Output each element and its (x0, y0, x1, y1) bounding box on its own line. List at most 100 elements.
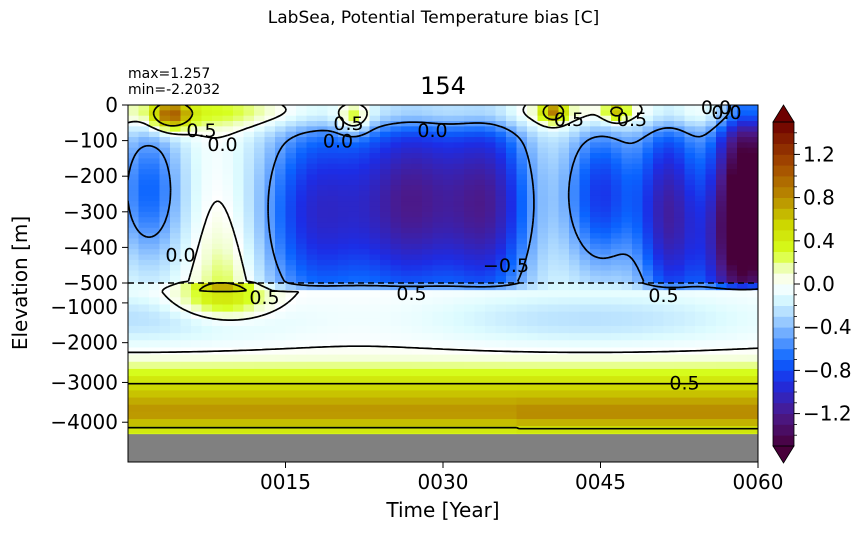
heatmap-cell (705, 254, 717, 261)
heatmap-cell (495, 211, 507, 218)
heatmap-cell (159, 105, 171, 111)
heatmap-cell (411, 222, 423, 229)
heatmap-cell (191, 126, 203, 133)
heatmap-cell (716, 243, 728, 250)
heatmap-cell (138, 265, 150, 272)
heatmap-cell (590, 153, 602, 159)
heatmap-cell (327, 318, 339, 327)
heatmap-cell (632, 158, 644, 165)
heatmap-cell (485, 137, 497, 143)
heatmap-cell (485, 233, 497, 240)
heatmap-cell (747, 211, 758, 218)
heatmap-cell (663, 105, 675, 111)
min-value: min=-2.2032 (128, 82, 221, 98)
heatmap-cell (632, 376, 644, 384)
heatmap-cell (653, 270, 665, 277)
heatmap-cell (359, 419, 371, 427)
heatmap-cell (327, 110, 339, 117)
heatmap-cell (411, 411, 423, 420)
heatmap-cell (338, 201, 350, 208)
heatmap-cell (191, 376, 203, 384)
heatmap-cell (243, 411, 255, 420)
heatmap-cell (317, 110, 329, 117)
heatmap-cell (632, 233, 644, 240)
heatmap-cell (705, 311, 717, 320)
heatmap-cell (516, 137, 528, 143)
heatmap-cell (359, 383, 371, 391)
heatmap-cell (380, 304, 392, 313)
heatmap-cell (275, 333, 287, 341)
heatmap-cell (726, 185, 738, 192)
colorbar-extend-min (772, 445, 795, 464)
heatmap-cell (453, 311, 465, 320)
heatmap-cell (590, 318, 602, 327)
heatmap-cell (222, 195, 234, 202)
heatmap-cell (737, 259, 749, 266)
heatmap-cell (464, 153, 476, 159)
heatmap-cell (138, 163, 150, 170)
heatmap-cell (516, 105, 528, 111)
heatmap-cell (579, 201, 591, 208)
heatmap-cell (527, 411, 539, 420)
heatmap-cell (621, 283, 633, 291)
heatmap-cell (653, 397, 665, 406)
heatmap-cell (149, 318, 161, 327)
heatmap-cell (380, 163, 392, 170)
heatmap-cell (590, 259, 602, 266)
heatmap-cell (138, 158, 150, 165)
heatmap-cell (201, 137, 213, 143)
heatmap-cell (369, 433, 381, 435)
heatmap-cell (233, 190, 245, 197)
heatmap-cell (737, 254, 749, 261)
heatmap-cell (474, 340, 486, 349)
heatmap-cell (128, 131, 140, 138)
heatmap-cell (296, 163, 308, 170)
heatmap-cell (726, 311, 738, 320)
heatmap-cell (600, 217, 612, 224)
heatmap-cell (296, 311, 308, 320)
heatmap-cell (296, 411, 308, 420)
heatmap-cell (222, 390, 234, 399)
heatmap-cell (621, 259, 633, 266)
heatmap-cell (170, 297, 182, 306)
heatmap-cell (527, 158, 539, 165)
heatmap-cell (138, 368, 150, 377)
heatmap-cell (338, 419, 350, 427)
heatmap-cell (327, 265, 339, 272)
heatmap-cell (632, 174, 644, 181)
heatmap-cell (159, 185, 171, 192)
heatmap-cell (548, 318, 560, 327)
heatmap-cell (453, 325, 465, 334)
heatmap-cell (401, 185, 413, 192)
heatmap-cell (338, 147, 350, 154)
heatmap-cell (159, 227, 171, 234)
heatmap-cell (474, 211, 486, 218)
heatmap-cell (254, 368, 266, 377)
heatmap-cell (233, 211, 245, 218)
heatmap-cell (275, 110, 287, 117)
heatmap-cell (285, 227, 297, 234)
heatmap-cell (201, 222, 213, 229)
heatmap-cell (191, 137, 203, 143)
heatmap-cell (285, 169, 297, 176)
heatmap-cell (390, 270, 402, 277)
heatmap-cell (327, 368, 339, 377)
heatmap-cell (254, 110, 266, 117)
heatmap-cell (516, 238, 528, 245)
heatmap-cell (516, 190, 528, 197)
heatmap-cell (506, 283, 518, 291)
heatmap-cell (464, 368, 476, 377)
heatmap-cell (338, 217, 350, 224)
heatmap-cell (653, 217, 665, 224)
heatmap-cell (401, 419, 413, 427)
heatmap-cell (275, 190, 287, 197)
heatmap-cell (558, 259, 570, 266)
heatmap-cell (716, 147, 728, 154)
heatmap-cell (254, 354, 266, 363)
heatmap-cell (443, 238, 455, 245)
heatmap-cell (327, 347, 339, 356)
heatmap-cell (527, 325, 539, 334)
heatmap-cell (537, 283, 549, 291)
heatmap-cell (285, 297, 297, 306)
heatmap-cell (149, 163, 161, 170)
